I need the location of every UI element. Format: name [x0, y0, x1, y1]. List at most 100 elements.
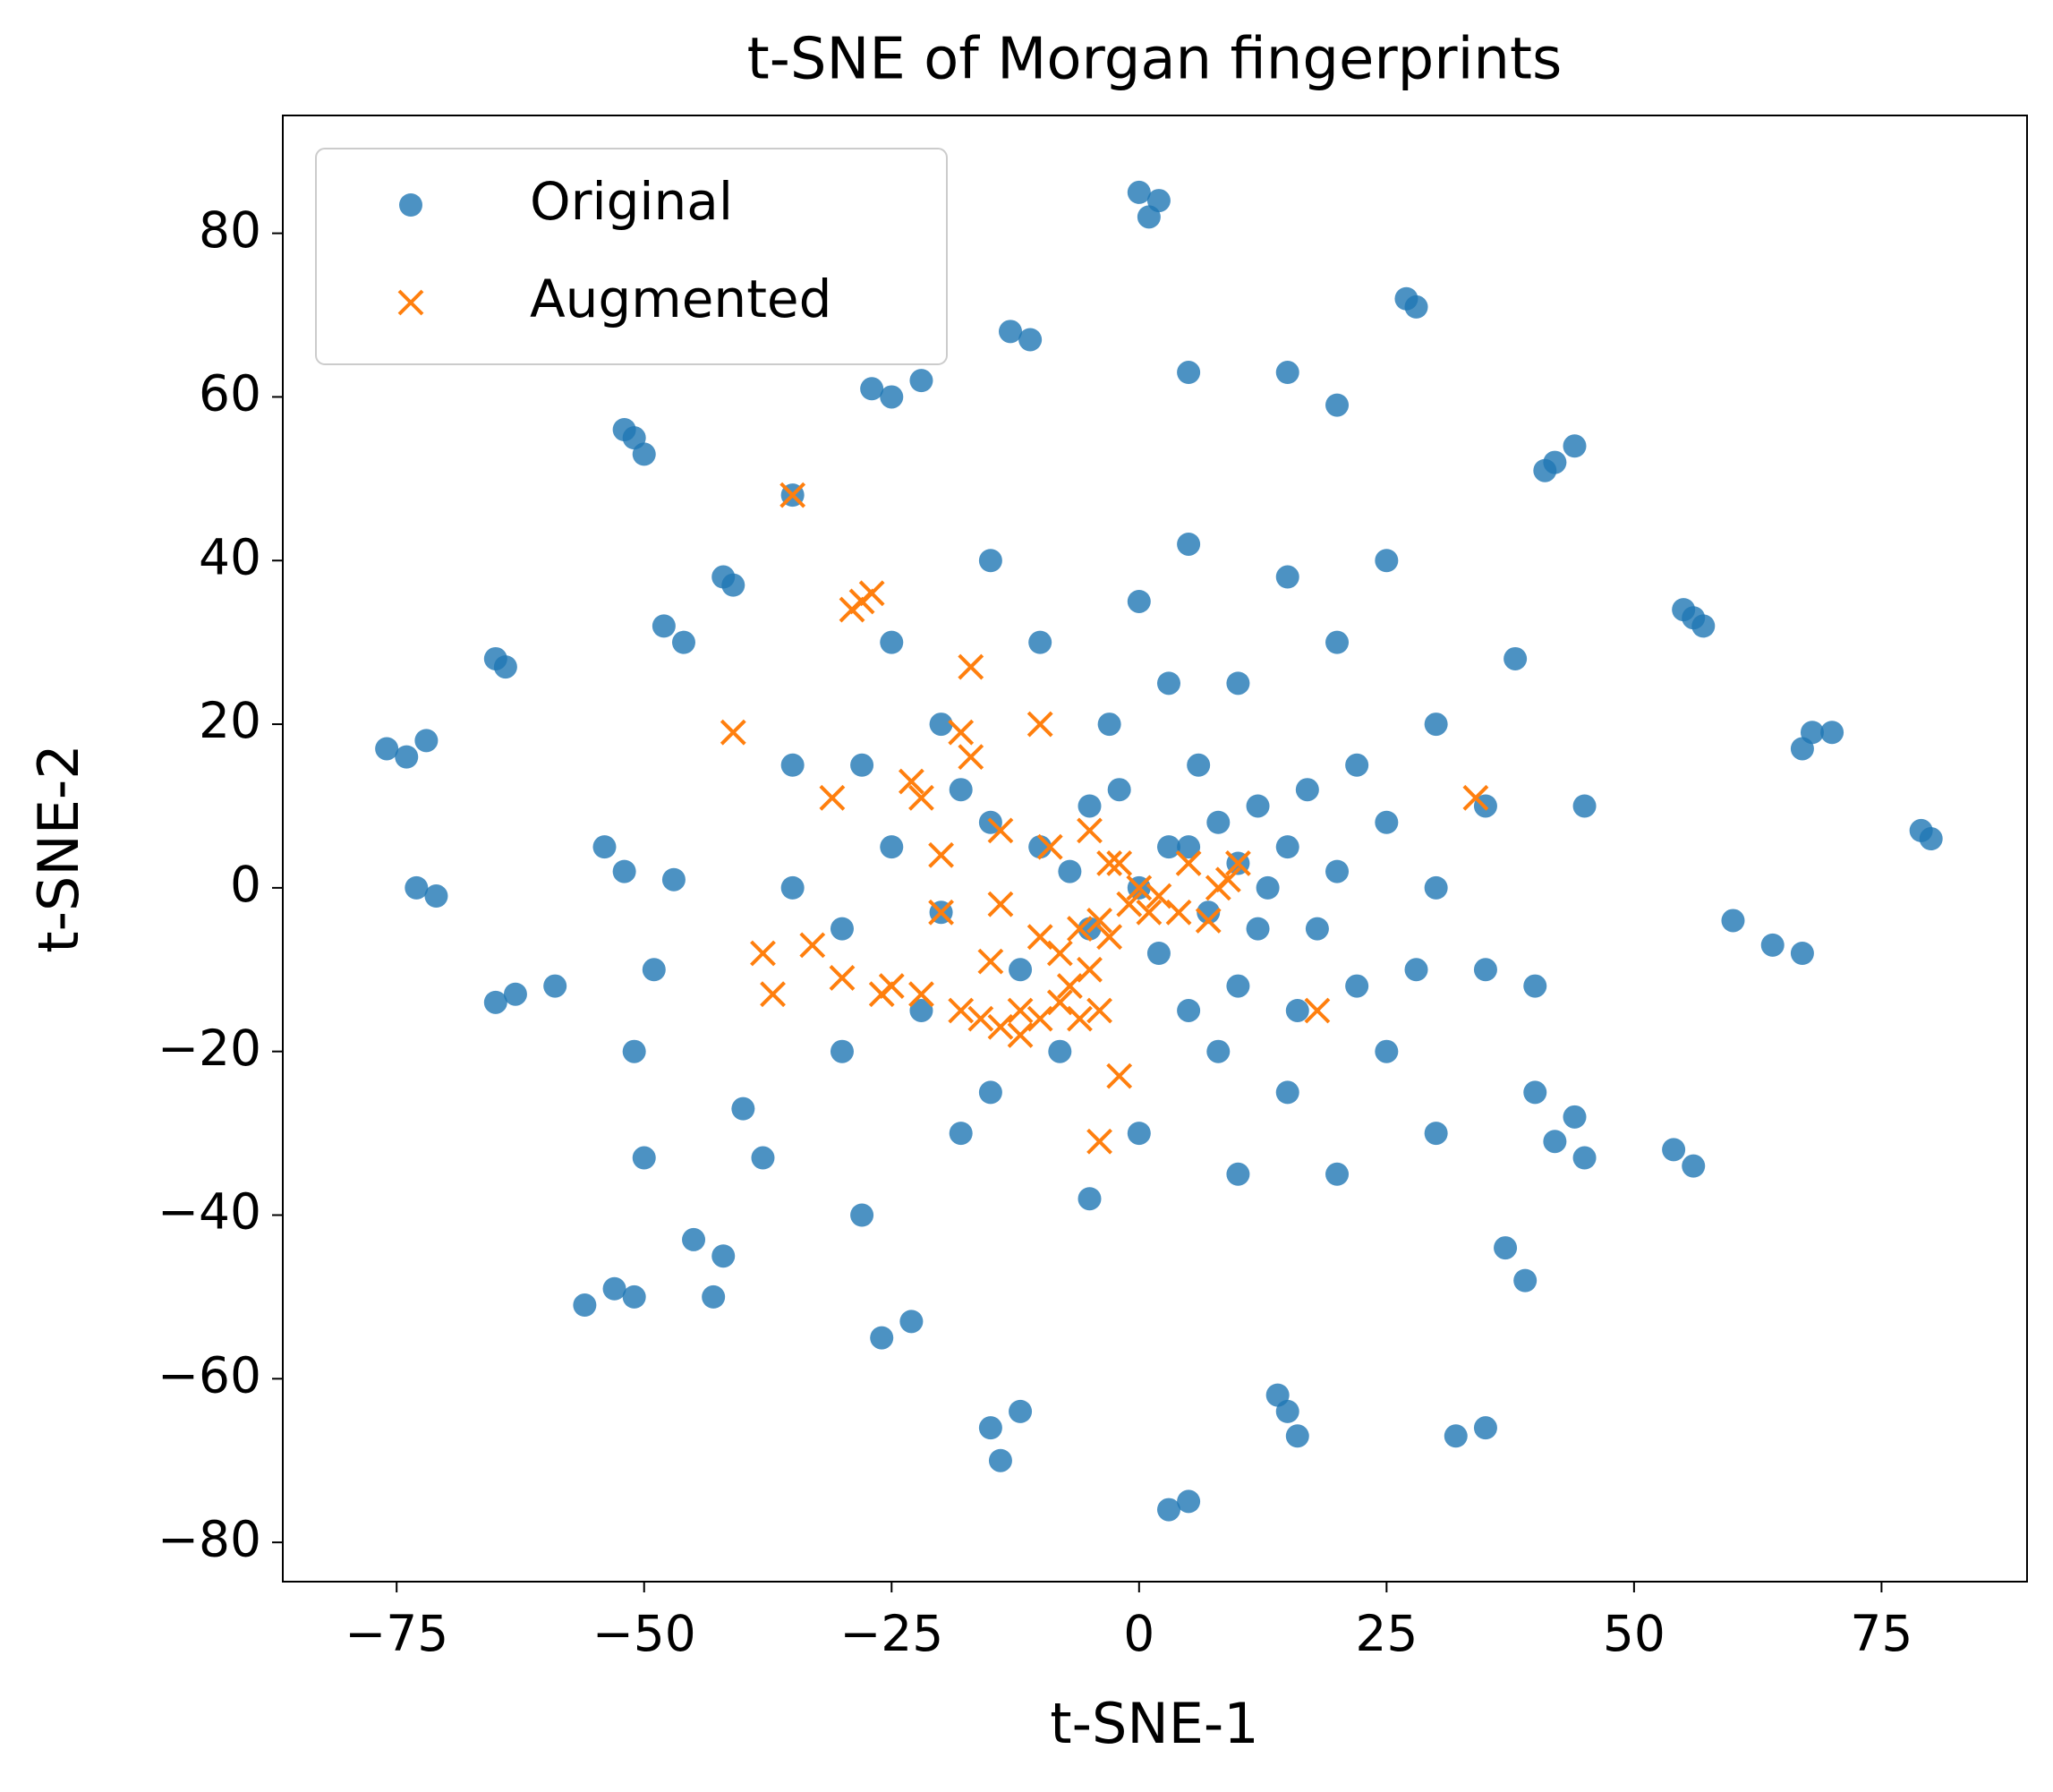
legend: Original Augmented: [315, 148, 948, 365]
y-tick-label: −40: [158, 1183, 261, 1241]
point: [839, 596, 865, 623]
point: [642, 958, 666, 982]
point: [503, 982, 527, 1006]
point: [1504, 646, 1528, 670]
y-tick-label: −60: [158, 1346, 261, 1404]
point: [929, 713, 953, 737]
point: [948, 997, 975, 1024]
point: [928, 841, 954, 868]
point: [1046, 940, 1073, 967]
point: [1275, 835, 1299, 859]
point: [1375, 1039, 1399, 1063]
point: [967, 1005, 994, 1032]
point: [1067, 916, 1093, 942]
point: [1116, 891, 1143, 917]
point: [1404, 294, 1428, 319]
point: [909, 998, 933, 1022]
plot-frame: [282, 115, 2028, 1583]
point: [661, 867, 686, 892]
point: [880, 385, 904, 409]
point: [1820, 721, 1844, 745]
point: [1097, 713, 1121, 737]
point: [493, 655, 517, 679]
point: [1028, 630, 1052, 654]
point: [1275, 1080, 1299, 1105]
point: [414, 729, 439, 753]
point: [1007, 997, 1034, 1024]
point: [1523, 974, 1547, 998]
point: [1197, 900, 1221, 925]
point: [395, 745, 419, 769]
point: [1007, 1021, 1034, 1048]
point: [1424, 713, 1448, 737]
point: [622, 1284, 646, 1309]
point: [1136, 899, 1163, 926]
point: [949, 778, 973, 802]
point: [1494, 1236, 1518, 1260]
point: [1126, 875, 1153, 901]
point: [1195, 908, 1222, 934]
point: [1325, 630, 1350, 654]
point: [870, 1326, 894, 1350]
point: [779, 482, 806, 508]
point: [1424, 875, 1448, 900]
point: [1473, 1416, 1497, 1440]
point: [405, 875, 429, 900]
point: [819, 784, 846, 811]
point: [721, 573, 745, 597]
point: [1224, 850, 1251, 876]
point: [1077, 956, 1103, 983]
point: [830, 917, 854, 941]
point: [1285, 1424, 1309, 1448]
point: [1246, 794, 1270, 818]
point: [1275, 361, 1299, 385]
point: [1206, 1039, 1231, 1063]
point: [1533, 458, 1557, 482]
point: [1058, 859, 1082, 883]
point: [375, 737, 399, 761]
point: [1909, 818, 1933, 842]
point: [1078, 1187, 1102, 1211]
point: [1345, 753, 1369, 777]
point: [1127, 1122, 1151, 1146]
point: [1760, 933, 1785, 957]
x-tick-label: 50: [1603, 1605, 1665, 1662]
point: [978, 1416, 1002, 1440]
point: [720, 719, 746, 746]
point: [483, 990, 507, 1014]
point: [1462, 784, 1489, 811]
legend-box: [315, 148, 948, 365]
point: [573, 1293, 597, 1318]
point: [731, 1097, 755, 1121]
point: [1156, 1498, 1180, 1522]
point: [1790, 942, 1814, 965]
point: [1127, 180, 1151, 204]
legend-label: Augmented: [530, 269, 831, 329]
point: [612, 418, 636, 441]
point: [829, 965, 856, 991]
point: [424, 884, 448, 909]
point: [1404, 958, 1428, 982]
point: [1205, 875, 1231, 901]
point: [898, 768, 924, 795]
point: [999, 320, 1023, 344]
point: [1226, 1162, 1250, 1186]
y-tick-label: 0: [230, 856, 261, 913]
point: [1682, 1154, 1706, 1178]
x-tick-label: −75: [345, 1605, 448, 1662]
point: [1078, 794, 1102, 818]
point: [780, 875, 805, 900]
axes: −75 −50 −25 0 25 50 75 −80 −60 −40 −20 0 20 40 60 80: [158, 115, 2028, 1662]
point: [1048, 1039, 1072, 1063]
point: [652, 614, 676, 638]
point: [632, 442, 656, 466]
point: [1036, 833, 1063, 860]
point: [682, 1227, 706, 1251]
point: [612, 859, 636, 883]
point: [592, 835, 617, 859]
point: [1790, 737, 1814, 761]
point: [987, 817, 1014, 844]
point: [948, 719, 975, 746]
y-tick-label: 20: [199, 692, 261, 749]
